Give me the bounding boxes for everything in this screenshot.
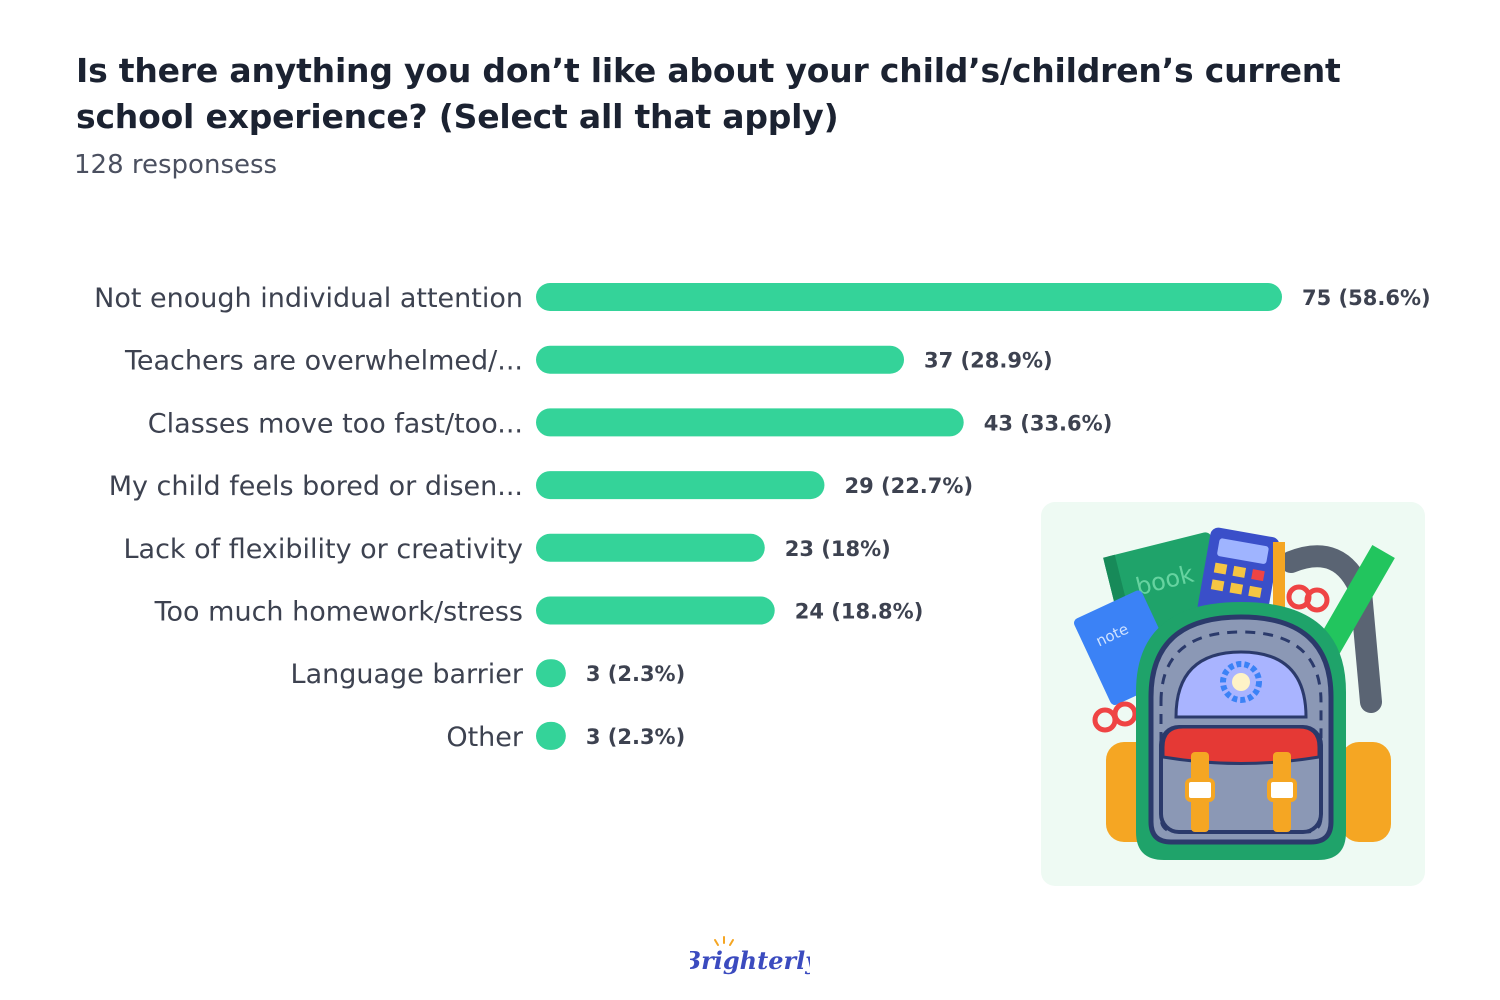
chart-subtitle: 128 responsess: [74, 150, 278, 180]
category-label: Language barrier: [291, 659, 524, 690]
value-label: 75 (58.6%): [1302, 286, 1431, 310]
value-label: 3 (2.3%): [586, 725, 685, 749]
brighterly-logo[interactable]: Brighterly: [0, 935, 1500, 983]
bar: [536, 283, 1282, 311]
value-label: 23 (18%): [785, 537, 891, 561]
bar: [536, 596, 775, 625]
sun-rays-icon: [714, 936, 734, 946]
category-label: Teachers are overwhelmed/...: [124, 346, 523, 377]
backpack-illustration: book note: [1041, 502, 1425, 886]
category-label: Too much homework/stress: [154, 597, 523, 628]
bar: [536, 471, 825, 500]
logo-text: Brighterly: [690, 946, 810, 975]
bar: [536, 345, 905, 374]
bar: [536, 408, 964, 437]
value-label: 29 (22.7%): [844, 474, 973, 498]
category-label: Other: [446, 722, 524, 753]
bar-chart: Not enough individual attention 75 (58.6%…: [94, 283, 1431, 753]
value-label: 43 (33.6%): [984, 411, 1113, 435]
value-label: 3 (2.3%): [586, 662, 685, 686]
category-label: My child feels bored or disen...: [109, 471, 523, 502]
category-label: Classes move too fast/too...: [148, 408, 523, 439]
bar: [536, 659, 566, 688]
bar: [536, 533, 765, 562]
value-label: 37 (28.9%): [924, 349, 1053, 373]
value-label: 24 (18.8%): [795, 600, 924, 624]
category-label: Lack of flexibility or creativity: [123, 534, 523, 565]
chart-title: Is there anything you don’t like about y…: [76, 51, 1341, 136]
bar: [536, 721, 566, 750]
category-label: Not enough individual attention: [94, 283, 523, 314]
